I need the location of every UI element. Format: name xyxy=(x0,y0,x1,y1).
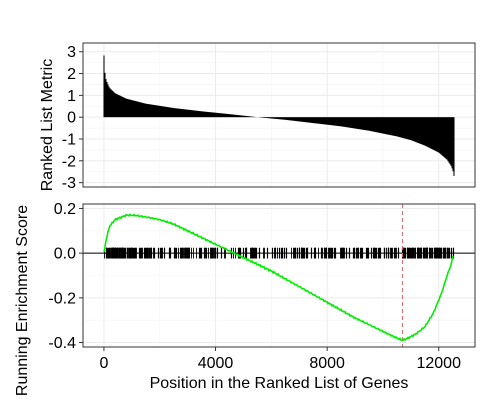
y-tick-label: -0.4 xyxy=(48,335,76,352)
x-axis-title: Position in the Ranked List of Genes xyxy=(150,375,409,392)
y-tick-label: 1 xyxy=(67,88,76,105)
top-y-axis: 3 2 1 0 -1 -2 -3 xyxy=(62,44,83,192)
y-tick-label: -2 xyxy=(62,153,76,170)
y-tick-label: -1 xyxy=(62,132,76,149)
x-tick-label: 8000 xyxy=(309,355,345,372)
y-tick-label: -3 xyxy=(62,175,76,192)
bottom-y-axis: 0.2 0.0 -0.2 -0.4 xyxy=(48,201,83,352)
y-tick-label: 0 xyxy=(67,110,76,127)
bottom-x-axis: 0 4000 8000 12000 xyxy=(99,347,461,372)
y-tick-label: -0.2 xyxy=(48,290,76,307)
enrichment-score-line xyxy=(103,213,454,342)
top-panel-border xyxy=(82,42,476,188)
top-y-axis-title: Ranked List Metric xyxy=(39,59,56,192)
bottom-panel-border xyxy=(82,203,476,348)
gene-hit-ticks xyxy=(104,247,455,259)
y-tick-label: 3 xyxy=(67,44,76,61)
y-tick-label: 0.2 xyxy=(54,201,76,218)
ranked-metric-bars xyxy=(103,55,455,176)
x-tick-label: 4000 xyxy=(198,355,234,372)
bottom-y-axis-title: Running Enrichment Score xyxy=(14,205,31,396)
x-tick-label: 12000 xyxy=(416,355,461,372)
y-tick-label: 2 xyxy=(67,66,76,83)
y-tick-label: 0.0 xyxy=(54,246,76,263)
x-tick-label: 0 xyxy=(99,355,108,372)
